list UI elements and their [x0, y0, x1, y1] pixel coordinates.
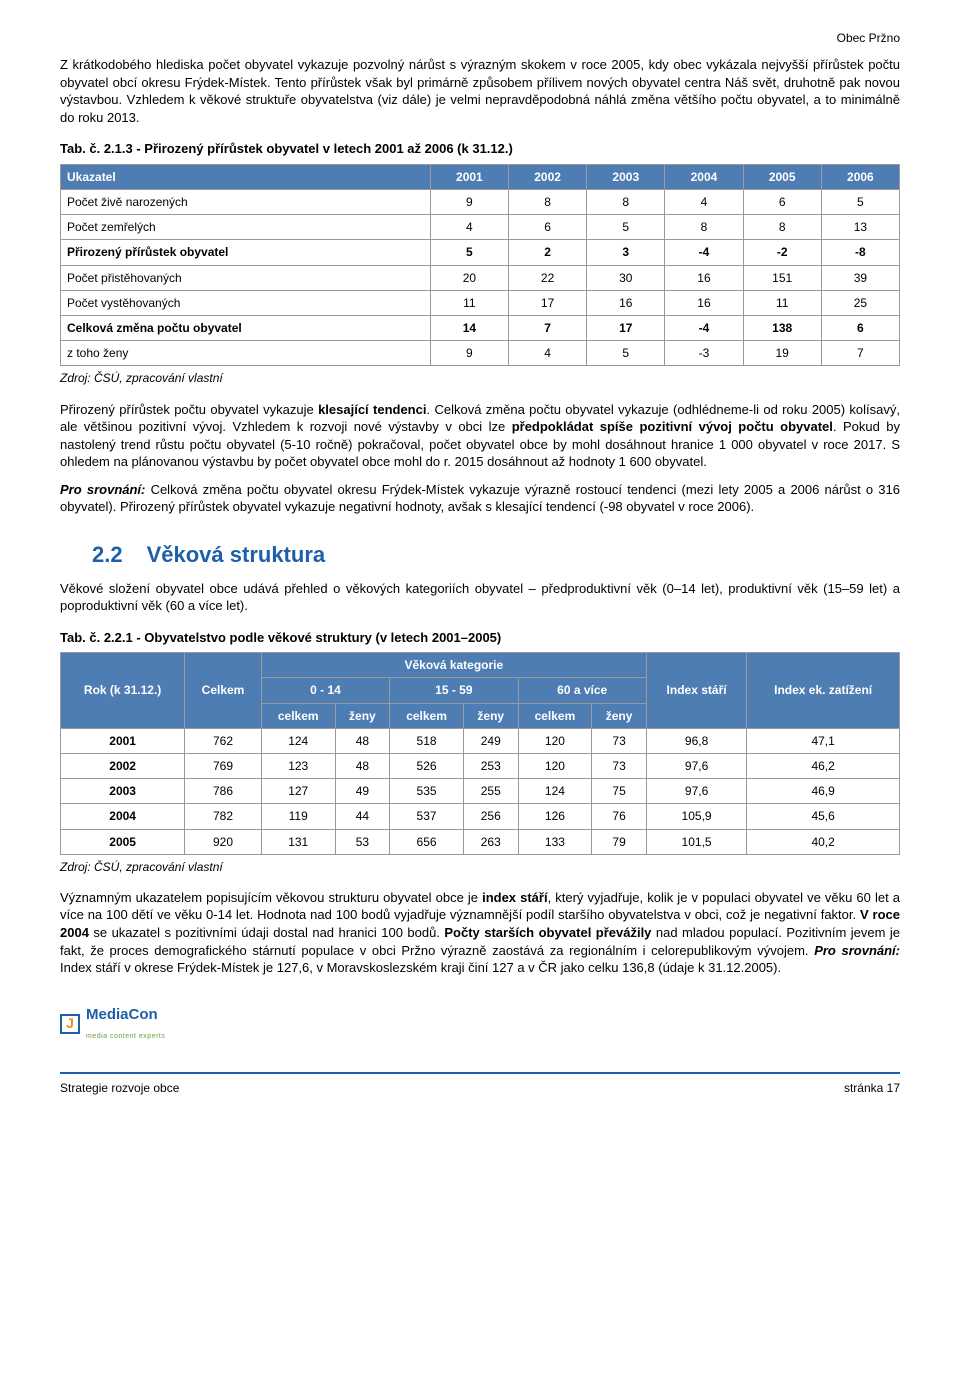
- table-row: Počet živě narozených988465: [61, 190, 900, 215]
- table1-source: Zdroj: ČSÚ, zpracování vlastní: [60, 370, 900, 386]
- table-row: Počet zemřelých4658813: [61, 215, 900, 240]
- page-header-right: Obec Pržno: [60, 30, 900, 46]
- table-1: Ukazatel200120022003200420052006 Počet ž…: [60, 164, 900, 367]
- table-row: Počet vystěhovaných111716161125: [61, 290, 900, 315]
- section-heading: 2.2Věková struktura: [60, 540, 900, 570]
- table-row: Přirozený přírůstek obyvatel523-4-2-8: [61, 240, 900, 265]
- table2-source: Zdroj: ČSÚ, zpracování vlastní: [60, 859, 900, 875]
- paragraph-intro: Z krátkodobého hlediska počet obyvatel v…: [60, 56, 900, 126]
- table1-title: Tab. č. 2.1.3 - Přirozený přírůstek obyv…: [60, 140, 900, 158]
- table-2: Rok (k 31.12.) Celkem Věková kategorie I…: [60, 652, 900, 855]
- table2-title: Tab. č. 2.2.1 - Obyvatelstvo podle věkov…: [60, 629, 900, 647]
- table-row: z toho ženy945-3197: [61, 341, 900, 366]
- footer-logo: J MediaCon media content experts: [60, 1005, 900, 1043]
- table-row: 20047821194453725612676105,945,6: [61, 804, 900, 829]
- table-row: 20059201315365626313379101,540,2: [61, 829, 900, 854]
- paragraph-4: Věkové složení obyvatel obce udává přehl…: [60, 580, 900, 615]
- paragraph-5: Významným ukazatelem popisujícím věkovou…: [60, 889, 900, 977]
- footer-right: stránka 17: [844, 1080, 900, 1096]
- paragraph-2: Přirozený přírůstek počtu obyvatel vykaz…: [60, 401, 900, 471]
- paragraph-3: Pro srovnání: Celková změna počtu obyvat…: [60, 481, 900, 516]
- table-row: Celková změna počtu obyvatel14717-41386: [61, 316, 900, 341]
- footer-left: Strategie rozvoje obce: [60, 1080, 179, 1096]
- table-row: 2002769123485262531207397,646,2: [61, 753, 900, 778]
- page-footer: Strategie rozvoje obce stránka 17: [60, 1072, 900, 1096]
- table-row: 2001762124485182491207396,847,1: [61, 728, 900, 753]
- table-row: 2003786127495352551247597,646,9: [61, 779, 900, 804]
- logo-mark-icon: J: [60, 1014, 80, 1034]
- table-row: Počet přistěhovaných2022301615139: [61, 265, 900, 290]
